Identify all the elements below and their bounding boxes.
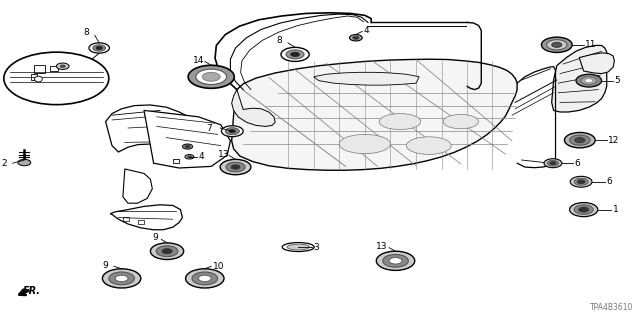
Text: 6: 6 — [575, 159, 580, 168]
Circle shape — [376, 251, 415, 270]
Circle shape — [162, 249, 172, 254]
Bar — [138, 220, 144, 224]
Circle shape — [564, 132, 595, 148]
Text: 9: 9 — [102, 261, 108, 270]
Circle shape — [585, 79, 593, 83]
Polygon shape — [144, 110, 230, 168]
Text: 14: 14 — [193, 56, 205, 65]
Circle shape — [574, 178, 588, 185]
Polygon shape — [232, 90, 275, 126]
Circle shape — [93, 45, 106, 51]
Circle shape — [96, 46, 102, 50]
Polygon shape — [232, 59, 517, 170]
Circle shape — [185, 145, 190, 148]
Circle shape — [220, 159, 251, 175]
Text: 8: 8 — [83, 28, 89, 36]
Text: FR.: FR. — [23, 286, 41, 296]
Polygon shape — [314, 72, 419, 85]
Circle shape — [109, 272, 134, 285]
Circle shape — [286, 50, 304, 59]
Text: TPA4B3610: TPA4B3610 — [590, 303, 634, 312]
Ellipse shape — [379, 114, 421, 130]
Circle shape — [544, 159, 562, 168]
Polygon shape — [552, 45, 607, 112]
Circle shape — [4, 52, 109, 105]
Circle shape — [291, 52, 300, 57]
Text: 6: 6 — [606, 177, 612, 186]
Text: 1: 1 — [612, 205, 618, 214]
Ellipse shape — [339, 134, 390, 154]
Text: 7: 7 — [206, 124, 212, 132]
Bar — [31, 74, 37, 80]
Circle shape — [115, 275, 128, 282]
Circle shape — [570, 176, 592, 187]
Circle shape — [353, 36, 359, 39]
Circle shape — [576, 74, 602, 87]
Circle shape — [102, 269, 141, 288]
Circle shape — [570, 135, 590, 145]
Text: 8: 8 — [276, 36, 282, 45]
Circle shape — [281, 47, 309, 61]
Circle shape — [547, 160, 559, 166]
Bar — [34, 65, 45, 73]
Circle shape — [552, 42, 562, 47]
Ellipse shape — [282, 243, 314, 252]
Circle shape — [229, 130, 236, 133]
Text: 12: 12 — [608, 136, 620, 145]
Circle shape — [89, 43, 109, 53]
Circle shape — [156, 246, 178, 257]
Circle shape — [547, 40, 567, 50]
Circle shape — [186, 269, 224, 288]
Circle shape — [577, 180, 585, 184]
Circle shape — [570, 203, 598, 217]
Text: 13: 13 — [218, 150, 229, 159]
Circle shape — [221, 126, 243, 137]
Circle shape — [188, 156, 191, 158]
Ellipse shape — [35, 76, 42, 82]
Ellipse shape — [287, 244, 310, 250]
Circle shape — [383, 254, 408, 267]
Circle shape — [60, 65, 65, 68]
Text: 2: 2 — [1, 159, 7, 168]
Circle shape — [550, 162, 556, 165]
Text: 13: 13 — [376, 242, 388, 251]
Circle shape — [226, 162, 245, 172]
Circle shape — [349, 35, 362, 41]
Bar — [50, 66, 58, 71]
Circle shape — [56, 63, 69, 69]
Circle shape — [389, 258, 402, 264]
Circle shape — [185, 155, 194, 159]
Circle shape — [182, 144, 193, 149]
Ellipse shape — [443, 115, 479, 129]
Text: 10: 10 — [212, 262, 224, 271]
Text: 4: 4 — [198, 152, 204, 161]
Text: 9: 9 — [152, 233, 158, 242]
Circle shape — [188, 65, 234, 88]
Ellipse shape — [406, 137, 451, 155]
Circle shape — [150, 243, 184, 260]
Text: 11: 11 — [585, 40, 596, 49]
Circle shape — [541, 37, 572, 52]
Polygon shape — [106, 105, 198, 152]
Circle shape — [574, 205, 593, 214]
Circle shape — [225, 128, 239, 135]
Circle shape — [581, 77, 596, 84]
Circle shape — [575, 138, 585, 143]
Circle shape — [231, 165, 240, 169]
Circle shape — [196, 69, 227, 84]
Circle shape — [202, 72, 220, 81]
Circle shape — [579, 207, 589, 212]
Polygon shape — [123, 169, 152, 203]
Text: 3: 3 — [313, 243, 319, 252]
Polygon shape — [173, 159, 179, 163]
Text: 4: 4 — [364, 26, 369, 35]
Circle shape — [18, 159, 31, 166]
Polygon shape — [579, 53, 614, 74]
Bar — [123, 217, 129, 221]
Polygon shape — [110, 205, 182, 230]
Circle shape — [192, 272, 218, 285]
Circle shape — [198, 275, 211, 282]
Text: 5: 5 — [614, 76, 620, 85]
